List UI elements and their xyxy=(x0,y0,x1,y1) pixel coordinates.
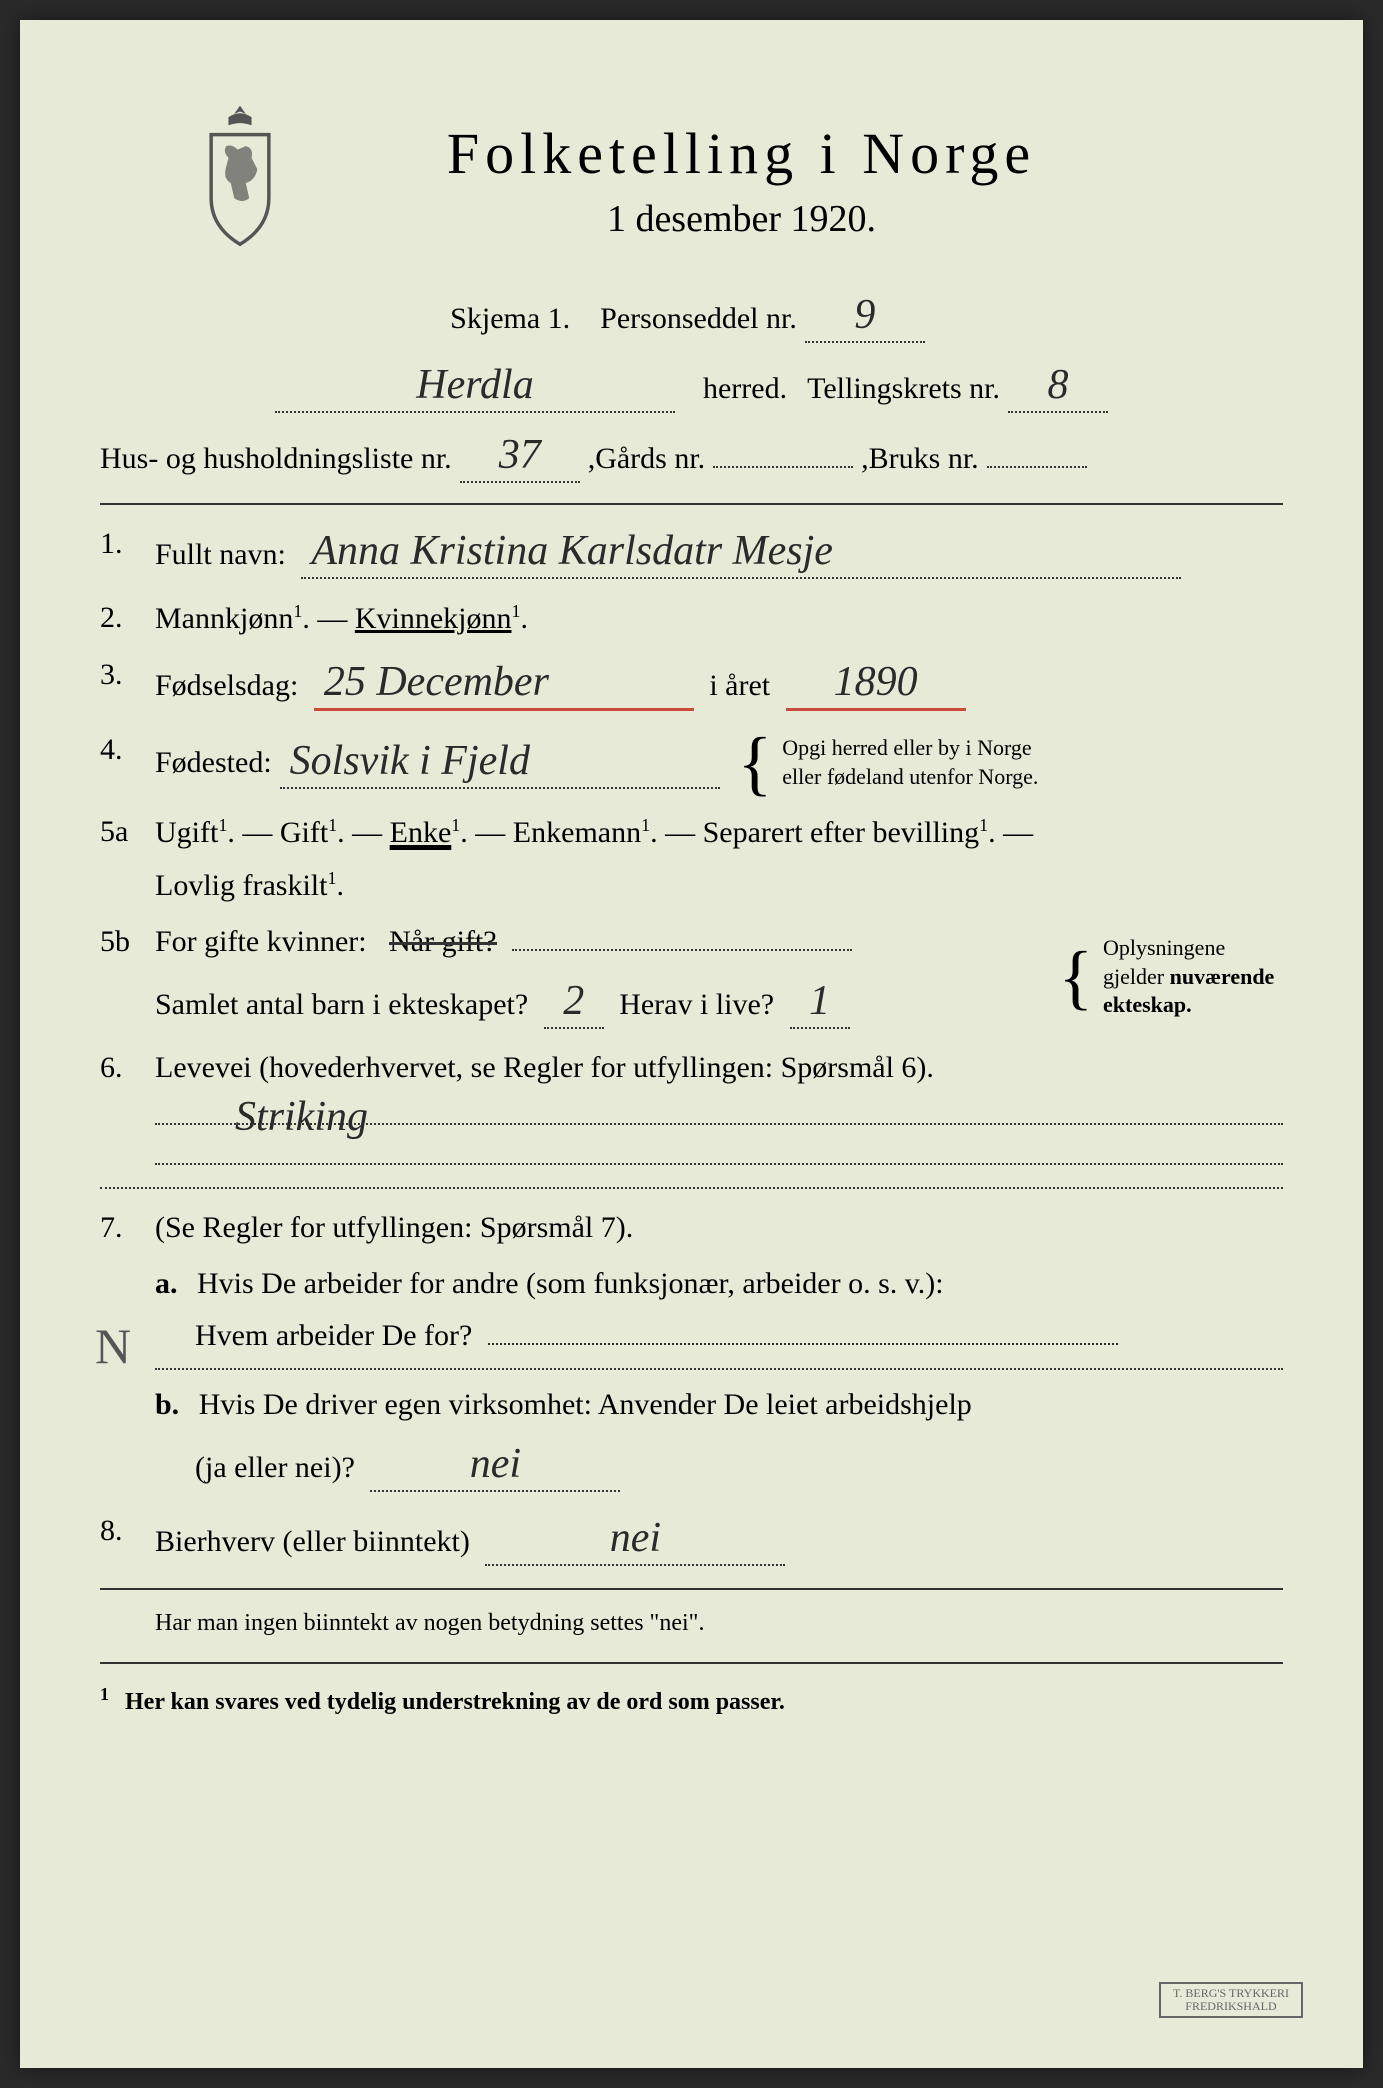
q4-note: Opgi herred eller by i Norge eller fødel… xyxy=(782,734,1038,791)
tellingskrets-nr: 8 xyxy=(1008,361,1108,413)
q4-value: Solsvik i Fjeld xyxy=(280,737,720,789)
herred-label: herred. xyxy=(703,372,787,406)
q2-kvinne: Kvinnekjønn xyxy=(355,602,512,635)
q3-year: 1890 xyxy=(786,658,966,711)
q8-num: 8. xyxy=(100,1514,155,1566)
q5b-ilive-value: 1 xyxy=(790,977,850,1029)
question-5a: 5a Ugift1. — Gift1. — Enke1. — Enkemann1… xyxy=(100,815,1283,903)
q3-num: 3. xyxy=(100,658,155,711)
question-2: 2. Mannkjønn1. — Kvinnekjønn1. xyxy=(100,601,1283,636)
q1-num: 1. xyxy=(100,527,155,579)
q5b-note1: Oplysningene xyxy=(1103,934,1283,963)
q8-label: Bierhverv (eller biinntekt) xyxy=(155,1525,470,1558)
q5a-gift: Gift xyxy=(280,816,328,849)
question-8: 8. Bierhverv (eller biinntekt) nei xyxy=(100,1514,1283,1566)
bruks-nr xyxy=(987,464,1087,468)
q5b-note3: ekteskap. xyxy=(1103,991,1283,1020)
q7b-line1: Hvis De driver egen virksomhet: Anvender… xyxy=(199,1388,972,1421)
brace-icon: { xyxy=(1058,947,1093,1007)
footnote-text: Her kan svares ved tydelig understreknin… xyxy=(125,1689,785,1715)
footer-note2: 1 Her kan svares ved tydelig understrekn… xyxy=(100,1684,1283,1716)
question-1: 1. Fullt navn: Anna Kristina Karlsdatr M… xyxy=(100,527,1283,579)
q6-num: 6. xyxy=(100,1051,155,1165)
q7b-letter: b. xyxy=(155,1388,179,1421)
q4-note1: Opgi herred eller by i Norge xyxy=(782,734,1038,763)
form-header: Folketelling i Norge 1 desember 1920. xyxy=(100,120,1283,241)
q7a-value xyxy=(488,1341,1118,1345)
divider xyxy=(100,1662,1283,1664)
husliste-row: Hus- og husholdningsliste nr. 37 , Gårds… xyxy=(100,431,1283,483)
q5a-ugift: Ugift xyxy=(155,816,218,849)
q1-label: Fullt navn: xyxy=(155,538,286,571)
q7-num: 7. xyxy=(100,1211,155,1245)
herred-value: Herdla xyxy=(275,361,675,413)
q5b-barn-value: 2 xyxy=(544,977,604,1029)
gards-nr xyxy=(713,464,853,468)
form-subtitle: 1 desember 1920. xyxy=(200,197,1283,241)
q1-value: Anna Kristina Karlsdatr Mesje xyxy=(301,527,1181,579)
q4-note2: eller fødeland utenfor Norge. xyxy=(782,763,1038,792)
q5b-num: 5b xyxy=(100,925,155,1029)
question-7: 7. (Se Regler for utfyllingen: Spørsmål … xyxy=(100,1211,1283,1245)
q7a-line1: Hvis De arbeider for andre (som funksjon… xyxy=(197,1267,944,1300)
q6-label: Levevei (hovederhvervet, se Regler for u… xyxy=(155,1051,934,1084)
q7b-value: nei xyxy=(370,1440,620,1492)
q5a-fraskilt: Lovlig fraskilt xyxy=(155,869,327,902)
dotted-divider xyxy=(155,1368,1283,1370)
coat-of-arms-icon xyxy=(180,100,300,250)
question-7a: N a. Hvis De arbeider for andre (som fun… xyxy=(155,1267,1283,1353)
dotted-divider xyxy=(100,1187,1283,1189)
stamp-line1: T. BERG'S TRYKKERI xyxy=(1173,1987,1289,2000)
stamp-line2: FREDRIKSHALD xyxy=(1173,2000,1289,2013)
margin-mark: N xyxy=(95,1317,131,1375)
question-3: 3. Fødselsdag: 25 December i året 1890 xyxy=(100,658,1283,711)
q5b-nargift: Når gift? xyxy=(389,925,496,958)
herred-row: Herdla herred. Tellingskrets nr. 8 xyxy=(100,361,1283,413)
q5b-barn-label: Samlet antal barn i ekteskapet? xyxy=(155,988,528,1021)
q5a-enke: Enke xyxy=(390,816,452,849)
q2-num: 2. xyxy=(100,601,155,636)
q3-year-label: i året xyxy=(709,669,770,702)
q7b-line2: (ja eller nei)? xyxy=(195,1451,355,1484)
q2-dash: — xyxy=(317,602,355,635)
q3-day: 25 December xyxy=(314,658,694,711)
husliste-nr: 37 xyxy=(460,431,580,483)
q7-label: (Se Regler for utfyllingen: Spørsmål 7). xyxy=(155,1211,633,1244)
q5b-note: Oplysningene gjelder nuværende ekteskap. xyxy=(1103,934,1283,1020)
census-form-page: Folketelling i Norge 1 desember 1920. Sk… xyxy=(20,20,1363,2068)
question-4: 4. Fødested: Solsvik i Fjeld { Opgi herr… xyxy=(100,733,1283,793)
printer-stamp: T. BERG'S TRYKKERI FREDRIKSHALD xyxy=(1159,1982,1303,2018)
q4-label: Fødested: xyxy=(155,746,272,780)
husliste-label: Hus- og husholdningsliste nr. xyxy=(100,442,452,476)
q4-num: 4. xyxy=(100,733,155,793)
q6-value: Striking xyxy=(155,1093,1283,1125)
q5b-label: For gifte kvinner: xyxy=(155,925,367,958)
question-7b: b. Hvis De driver egen virksomhet: Anven… xyxy=(155,1388,1283,1492)
divider xyxy=(100,503,1283,505)
q5a-enkemann: Enkemann xyxy=(513,816,641,849)
q7a-line2: Hvem arbeider De for? xyxy=(195,1319,472,1352)
q3-label: Fødselsdag: xyxy=(155,669,298,702)
divider xyxy=(100,1588,1283,1590)
schema-row: Skjema 1. Personseddel nr. 9 xyxy=(100,291,1283,343)
q2-mann: Mannkjønn xyxy=(155,602,293,635)
q7a-letter: a. xyxy=(155,1267,178,1300)
q5b-nargift-value xyxy=(512,947,852,951)
form-title: Folketelling i Norge xyxy=(200,120,1283,187)
tellingskrets-label: Tellingskrets nr. xyxy=(807,372,1000,406)
question-6: 6. Levevei (hovederhvervet, se Regler fo… xyxy=(100,1051,1283,1165)
personseddel-nr: 9 xyxy=(805,291,925,343)
q5a-separert: Separert efter bevilling xyxy=(703,816,980,849)
schema-label: Skjema 1. xyxy=(450,302,570,336)
q5a-num: 5a xyxy=(100,815,155,903)
footer-note1: Har man ingen biinntekt av nogen betydni… xyxy=(155,1610,1283,1637)
gards-label: Gårds nr. xyxy=(595,442,705,476)
footnote-num: 1 xyxy=(100,1684,109,1704)
q8-value: nei xyxy=(485,1514,785,1566)
brace-icon: { xyxy=(738,733,773,793)
bruks-label: Bruks nr. xyxy=(869,442,979,476)
question-5b: 5b For gifte kvinner: Når gift? Samlet a… xyxy=(100,925,1283,1029)
personseddel-label: Personseddel nr. xyxy=(600,302,797,336)
q5b-ilive-label: Herav i live? xyxy=(619,988,774,1021)
